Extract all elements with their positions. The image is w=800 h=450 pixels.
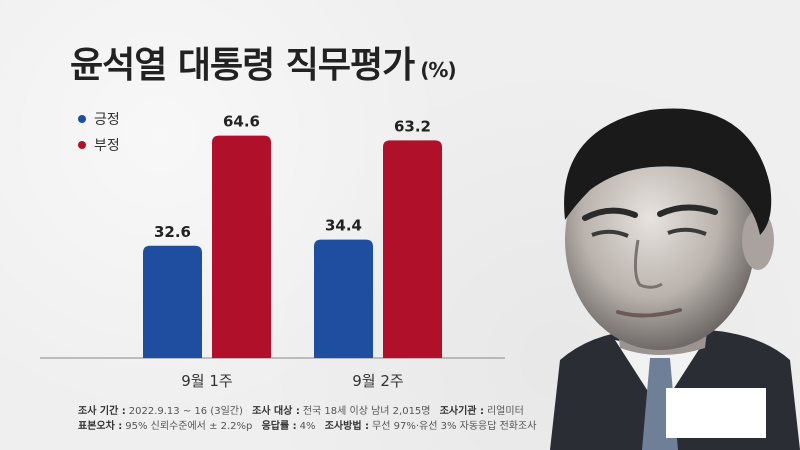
bar-positive-2 <box>314 239 373 358</box>
footnote-agency-label: 조사기관 : <box>439 406 484 417</box>
legend-dot-positive <box>78 115 86 123</box>
footnote-period-label: 조사 기간 : <box>78 406 126 417</box>
data-label-negative-2: 63.2 <box>394 117 431 135</box>
footnote-error-label: 표본오차 : <box>78 421 123 432</box>
footnote-response-value: 4% <box>299 421 316 432</box>
footnote-response-label: 응답률 : <box>261 421 297 432</box>
footnote-target-value: 전국 18세 이상 남녀 2,015명 <box>302 406 431 417</box>
survey-footnote: 조사 기간 :2022.9.13 ~ 16 (3일간) 조사 대상 : 전국 18… <box>78 404 536 434</box>
legend-item-negative: 부정 <box>78 132 120 158</box>
president-portrait <box>550 108 800 450</box>
footnote-error-value: 95% 신뢰수준에서 ± 2.2%p <box>125 421 253 432</box>
legend-item-positive: 긍정 <box>78 106 120 132</box>
footnote-line-1: 조사 기간 :2022.9.13 ~ 16 (3일간) 조사 대상 : 전국 18… <box>78 404 536 419</box>
title-unit: (%) <box>420 58 456 82</box>
title-text: 윤석열 대통령 직무평가 <box>70 45 415 86</box>
bar-positive-1 <box>143 245 202 358</box>
footnote-period-value: 2022.9.13 ~ 16 (3일간) <box>128 406 243 417</box>
footnote-method-value: 무선 97%·유선 3% 자동응답 전화조사 <box>372 421 537 432</box>
footnote-method-label: 조사방법 : <box>324 421 370 432</box>
category-label-1: 9월 1주 <box>181 372 232 390</box>
data-label-positive-1: 32.6 <box>154 223 191 241</box>
bar-negative-1 <box>212 135 271 358</box>
legend-label-positive: 긍정 <box>94 112 120 128</box>
footnote-agency-value: 리얼미터 <box>486 406 524 417</box>
legend-label-negative: 부정 <box>94 138 120 154</box>
category-label-2: 9월 2주 <box>352 372 403 390</box>
footnote-line-2: 표본오차 :95% 신뢰수준에서 ± 2.2%p 응답률 :4% 조사방법 :무… <box>78 419 536 434</box>
legend: 긍정 부정 <box>78 106 120 158</box>
legend-dot-negative <box>78 141 86 149</box>
footnote-target-label: 조사 대상 : <box>252 406 300 417</box>
data-label-positive-2: 34.4 <box>325 217 362 235</box>
bar-negative-2 <box>383 140 442 358</box>
blank-overlay-box <box>666 388 766 438</box>
chart-title: 윤석열 대통령 직무평가 (%) <box>70 36 457 88</box>
data-label-negative-1: 64.6 <box>223 113 260 131</box>
